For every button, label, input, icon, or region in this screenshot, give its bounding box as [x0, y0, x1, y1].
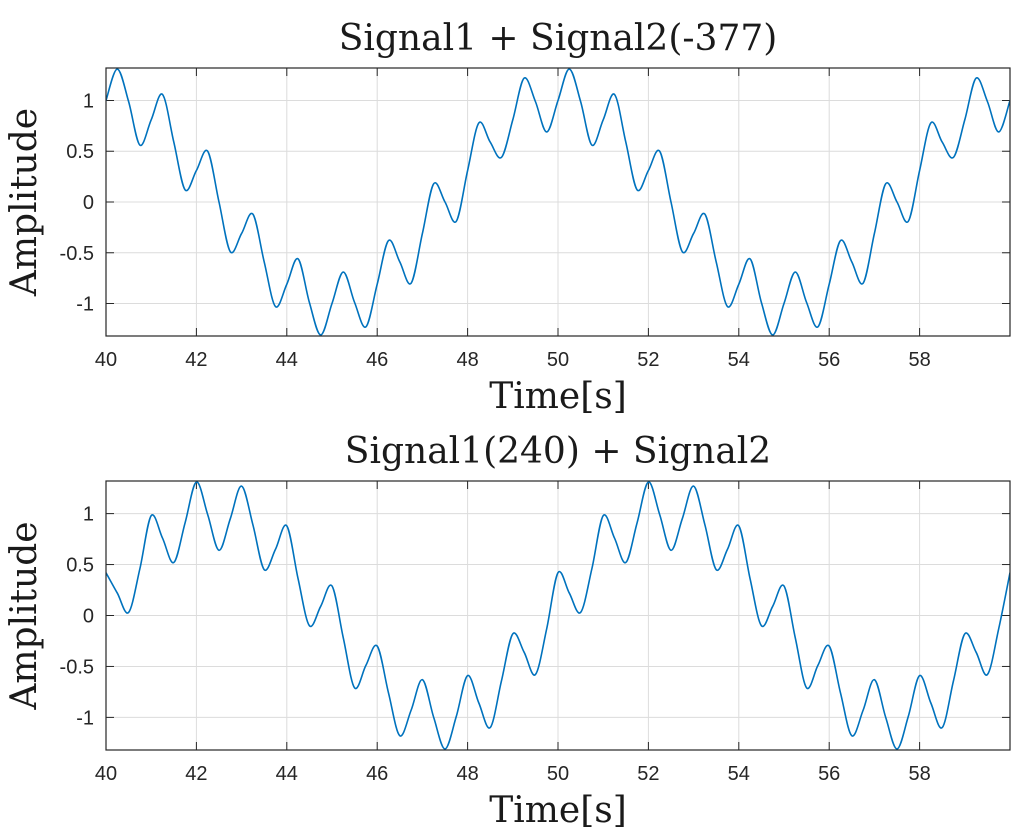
y-tick-label: -0.5 [60, 243, 94, 265]
y-tick-label: 1 [83, 90, 94, 112]
x-tick-label: 56 [818, 349, 840, 371]
x-tick-label: 46 [366, 763, 388, 785]
x-axis-label: Time[s] [489, 790, 627, 831]
x-tick-label: 52 [637, 349, 659, 371]
y-tick-label: -1 [76, 707, 94, 729]
chart-title: Signal1 + Signal2(-377) [339, 18, 778, 59]
x-tick-label: 52 [637, 763, 659, 785]
axes-frame [105, 480, 1011, 751]
x-tick-label: 58 [908, 349, 930, 371]
signal-line [106, 481, 1010, 750]
y-tick-label: 0.5 [66, 141, 94, 163]
chart-panel-2: 40 42 44 46 48 50 52 54 56 58 1 0.5 0 -0.5 -1 Signal1(2… [4, 431, 1011, 831]
signal-line [106, 68, 1010, 336]
x-tick-label: 50 [547, 349, 569, 371]
y-axis-label: Amplitude [4, 108, 45, 297]
x-tick-label: 56 [818, 763, 840, 785]
x-tick-label: 40 [95, 349, 117, 371]
x-tick-label: 46 [366, 349, 388, 371]
x-tick-label: 50 [547, 763, 569, 785]
chart-panel-1: 40 42 44 46 48 50 52 54 56 58 1 0.5 0 -0.5 -1 Signal1 +… [4, 18, 1011, 417]
x-tick-label: 48 [456, 763, 478, 785]
y-axis-label: Amplitude [4, 521, 45, 710]
x-tick-label: 44 [276, 349, 298, 371]
x-tick-label: 40 [95, 763, 117, 785]
x-tick-label: 54 [728, 349, 750, 371]
y-tick-label: -1 [76, 294, 94, 316]
x-axis-label: Time[s] [489, 376, 627, 417]
x-tick-label: 44 [276, 763, 298, 785]
chart-title: Signal1(240) + Signal2 [345, 431, 771, 472]
y-tick-label: 1 [83, 504, 94, 526]
x-tick-label: 48 [456, 349, 478, 371]
y-tick-label: 0 [83, 606, 94, 628]
x-tick-label: 54 [728, 763, 750, 785]
axes-frame [105, 67, 1011, 337]
y-tick-label: 0 [83, 192, 94, 214]
x-tick-label: 42 [185, 349, 207, 371]
x-tick-label: 58 [908, 763, 930, 785]
y-tick-label: -0.5 [60, 656, 94, 678]
x-tick-label: 42 [185, 763, 207, 785]
y-tick-label: 0.5 [66, 555, 94, 577]
